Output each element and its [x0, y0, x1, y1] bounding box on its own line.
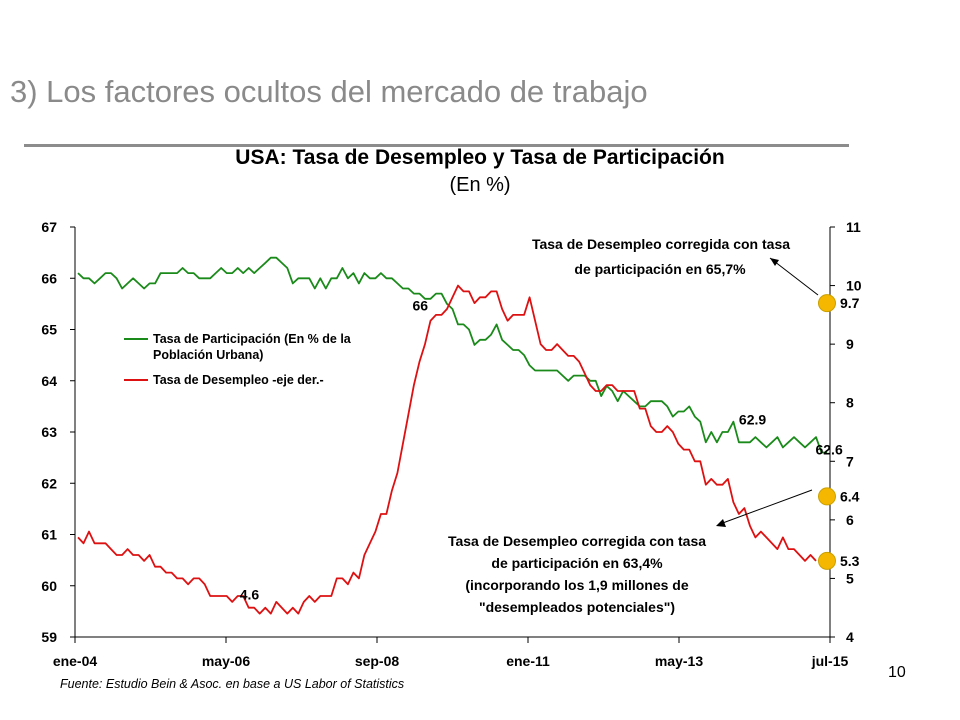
participation-rate-line — [77, 256, 827, 454]
data-label: 62.6 — [815, 442, 842, 458]
legend-label: Población Urbana) — [153, 348, 263, 362]
annotation-text: Tasa de Desempleo corregida con tasa — [532, 236, 790, 252]
x-tick-label: ene-11 — [506, 653, 550, 669]
marker-label: 9.7 — [840, 295, 860, 311]
legend-label: Tasa de Participación (En % de la — [153, 332, 352, 346]
left-tick-label: 64 — [41, 373, 57, 389]
right-tick-label: 10 — [846, 278, 862, 294]
x-tick-label: ene-04 — [53, 653, 98, 669]
left-tick-label: 65 — [41, 322, 57, 338]
marker-label: 6.4 — [840, 488, 860, 504]
marker-circle — [818, 551, 836, 570]
marker-circle — [818, 294, 836, 313]
legend-label: Tasa de Desempleo -eje der.- — [153, 373, 324, 387]
annotation-text: "desempleados potenciales") — [479, 599, 675, 615]
chart-subtitle: (En %) — [449, 174, 511, 196]
unemployment-rate-line — [77, 284, 817, 615]
right-tick-label: 11 — [846, 219, 861, 235]
annotation-arrow — [769, 257, 819, 296]
x-tick-label: may-06 — [202, 653, 250, 669]
annotation-text: de participación en 63,4% — [491, 555, 663, 571]
chart-title: USA: Tasa de Desempleo y Tasa de Partici… — [235, 146, 725, 169]
right-tick-label: 6 — [846, 512, 854, 528]
right-tick-label: 4 — [846, 629, 854, 645]
left-tick-label: 61 — [41, 527, 57, 543]
right-tick-label: 7 — [846, 453, 854, 469]
arrow-head — [716, 519, 726, 527]
right-tick-label: 5 — [846, 570, 854, 586]
slide-title: 3) Los factores ocultos del mercado de t… — [10, 74, 648, 109]
marker-circle — [818, 487, 836, 506]
left-tick-label: 59 — [41, 629, 57, 645]
left-tick-label: 63 — [41, 424, 57, 440]
x-tick-label: jul-15 — [811, 653, 849, 669]
right-tick-label: 8 — [846, 395, 854, 411]
annotation-text: Tasa de Desempleo corregida con tasa — [448, 533, 706, 549]
left-tick-label: 67 — [41, 219, 57, 235]
annotation-arrow — [719, 489, 813, 525]
data-label: 66 — [412, 298, 428, 314]
left-tick-label: 66 — [41, 270, 57, 286]
marker-label: 5.3 — [840, 553, 860, 569]
source-note: Fuente: Estudio Bein & Asoc. en base a U… — [60, 677, 404, 691]
title-divider — [24, 144, 849, 147]
left-tick-label: 60 — [41, 578, 57, 594]
data-label: 62.9 — [739, 411, 766, 427]
x-tick-label: sep-08 — [355, 653, 400, 669]
page-number: 10 — [888, 664, 906, 681]
annotation-text: (incorporando los 1,9 millones de — [465, 577, 688, 593]
annotation-text: de participación en 65,7% — [574, 261, 746, 277]
left-tick-label: 62 — [41, 475, 57, 491]
data-label: 4.6 — [240, 587, 260, 603]
arrow-head — [770, 258, 779, 266]
x-tick-label: may-13 — [655, 653, 703, 669]
right-tick-label: 9 — [846, 336, 854, 352]
